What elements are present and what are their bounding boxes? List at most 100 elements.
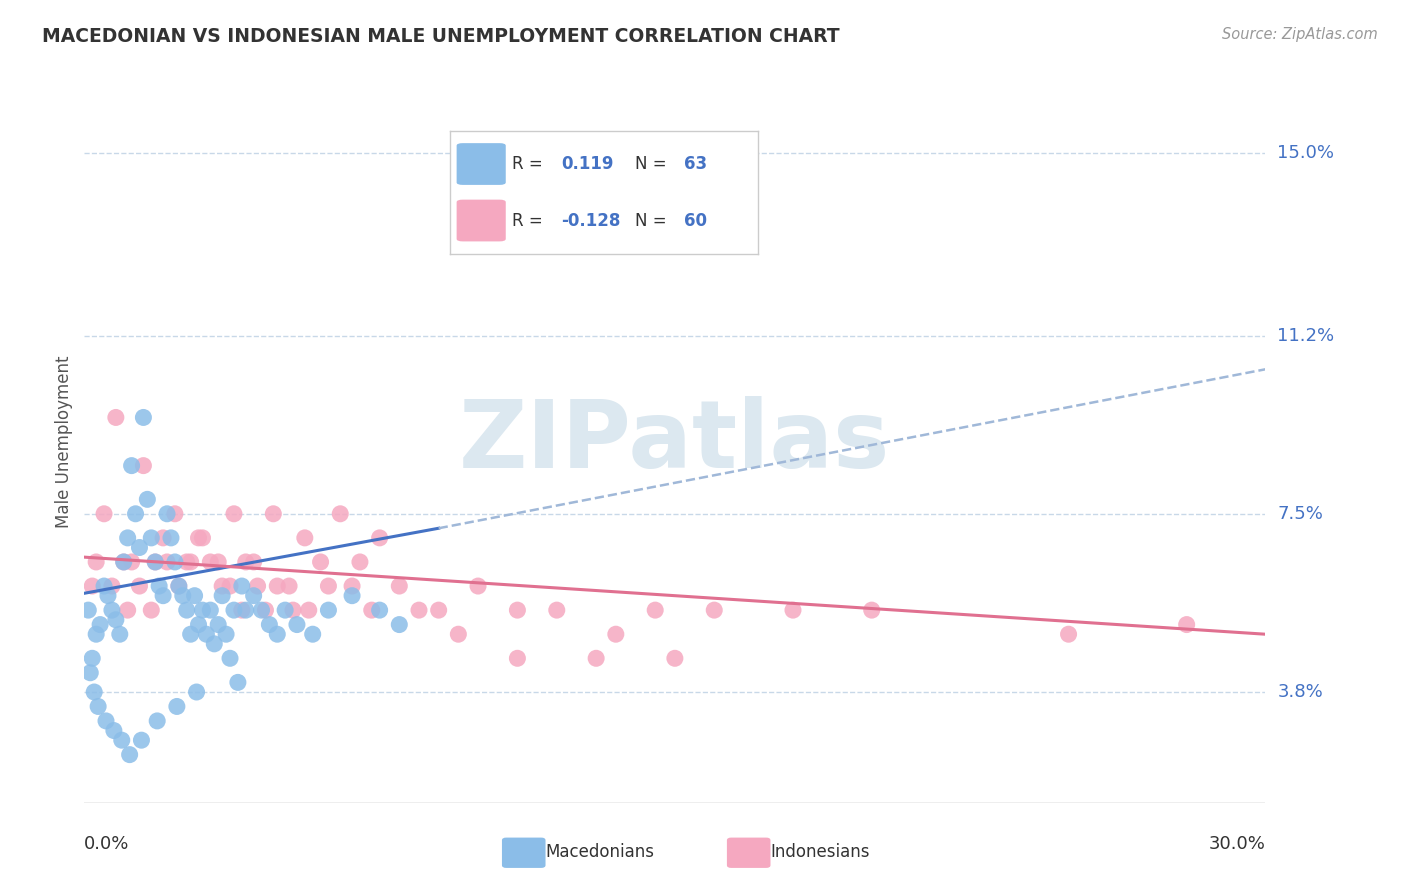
Text: 11.2%: 11.2% (1277, 326, 1334, 344)
Point (163, 507, 186, 521)
Point (202, 637, 225, 651)
Point (82, 651, 104, 665)
Point (124, 507, 146, 521)
Point (176, 555, 198, 569)
Point (82, 579, 104, 593)
Point (349, 555, 371, 569)
Text: Indonesians: Indonesians (770, 843, 870, 861)
Point (285, 617, 308, 632)
Point (152, 589, 174, 603)
Point (180, 627, 202, 641)
Point (318, 579, 340, 593)
Point (585, 651, 607, 665)
Point (860, 603, 883, 617)
Point (262, 507, 284, 521)
Point (368, 603, 391, 617)
Point (427, 603, 450, 617)
Point (112, 555, 135, 569)
Point (200, 555, 222, 569)
Point (274, 603, 297, 617)
Point (191, 603, 214, 617)
Point (207, 555, 229, 569)
Point (782, 603, 804, 617)
Point (215, 627, 238, 641)
Point (103, 723, 125, 738)
Point (281, 603, 304, 617)
Point (117, 531, 139, 545)
Point (141, 531, 163, 545)
Point (156, 507, 179, 521)
Point (191, 531, 214, 545)
Point (309, 555, 332, 569)
Text: 3.8%: 3.8% (1277, 683, 1323, 701)
Text: Macedonians: Macedonians (546, 843, 655, 861)
Point (250, 603, 273, 617)
Point (644, 603, 666, 617)
Point (246, 579, 269, 593)
Point (242, 555, 264, 569)
Point (340, 589, 363, 603)
Point (235, 555, 257, 569)
Point (222, 603, 245, 617)
Point (298, 603, 321, 617)
Point (118, 747, 141, 762)
Point (222, 507, 245, 521)
Point (112, 555, 135, 569)
Point (83, 685, 105, 699)
Point (187, 531, 209, 545)
Point (172, 589, 194, 603)
Point (266, 627, 288, 641)
Point (211, 579, 233, 593)
Point (111, 733, 134, 747)
Text: Source: ZipAtlas.com: Source: ZipAtlas.com (1222, 27, 1378, 42)
Text: ZIPatlas: ZIPatlas (460, 395, 890, 488)
Point (235, 603, 257, 617)
Point (101, 579, 124, 593)
Point (121, 458, 143, 473)
Point (186, 685, 208, 699)
Point (605, 627, 627, 641)
Text: MACEDONIAN VS INDONESIAN MALE UNEMPLOYMENT CORRELATION CHART: MACEDONIAN VS INDONESIAN MALE UNEMPLOYME… (42, 27, 839, 45)
Point (131, 733, 153, 747)
Point (266, 579, 288, 593)
Point (1175, 617, 1198, 632)
Point (368, 531, 391, 545)
Y-axis label: Male Unemployment: Male Unemployment (55, 355, 73, 528)
Point (84, 555, 107, 569)
Point (187, 617, 209, 632)
Point (152, 531, 174, 545)
Point (104, 613, 127, 627)
Point (148, 579, 170, 593)
Point (301, 627, 323, 641)
Point (467, 579, 489, 593)
Point (340, 579, 363, 593)
Point (163, 555, 186, 569)
Point (176, 603, 198, 617)
Point (143, 555, 166, 569)
Point (156, 555, 179, 569)
Point (231, 603, 253, 617)
Point (388, 579, 411, 593)
Point (226, 675, 249, 690)
Point (546, 603, 568, 617)
Point (231, 579, 253, 593)
Point (93, 507, 115, 521)
Point (84, 627, 107, 641)
Point (108, 627, 131, 641)
Point (219, 651, 242, 665)
Point (167, 579, 190, 593)
Point (132, 458, 155, 473)
Point (1057, 627, 1080, 641)
Point (132, 410, 155, 425)
Point (259, 617, 281, 632)
Point (77, 603, 100, 617)
Point (180, 555, 202, 569)
Point (200, 603, 222, 617)
Point (79, 665, 101, 680)
Point (94, 714, 117, 728)
Text: 30.0%: 30.0% (1209, 835, 1265, 854)
Point (360, 603, 382, 617)
Point (93, 579, 115, 593)
Point (87, 699, 110, 714)
Point (242, 589, 264, 603)
